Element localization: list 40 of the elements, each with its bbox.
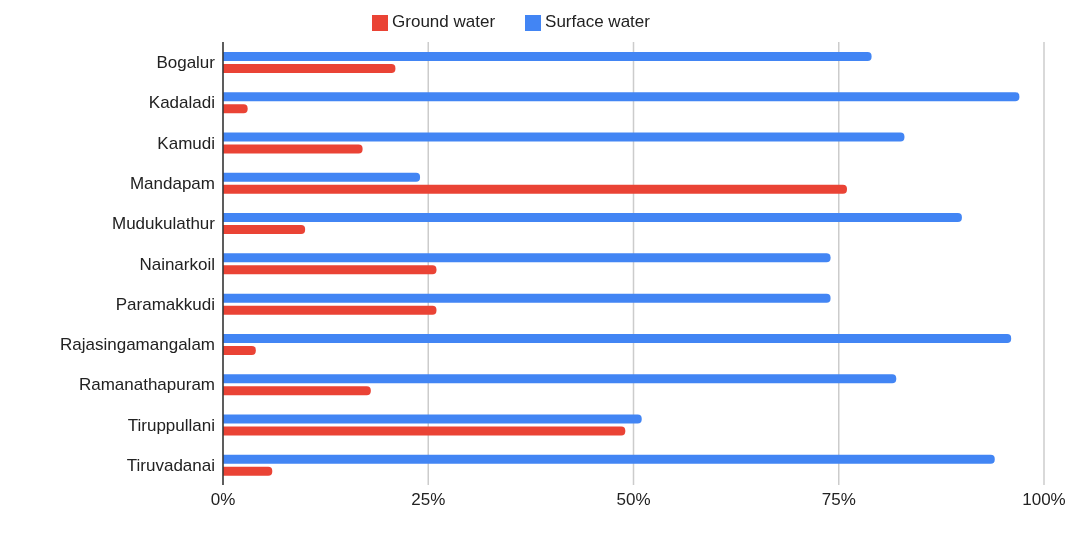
bar (223, 386, 371, 396)
y-tick-label: Ramanathapuram (78, 375, 215, 395)
bar (223, 293, 831, 303)
y-tick-label: Bogalur (156, 53, 216, 73)
legend-label: Surface water (545, 12, 650, 31)
x-tick-label: 75% (821, 490, 856, 510)
x-tick-label: 25% (411, 490, 446, 510)
x-tick-label: 50% (616, 490, 651, 510)
bar (223, 52, 872, 61)
bar (223, 305, 437, 315)
y-tick-label: Tiruvadanai (126, 455, 215, 475)
bar (223, 225, 306, 235)
bar (223, 466, 273, 476)
bar (223, 144, 363, 154)
bar (223, 265, 437, 275)
x-tick-label: 0% (210, 490, 236, 510)
bar (223, 454, 995, 464)
bar (223, 64, 396, 73)
bar (223, 333, 1012, 343)
y-tick-label: Paramakkudi (115, 294, 215, 314)
y-tick-label: Tiruppullani (127, 415, 215, 435)
bar (223, 345, 256, 355)
bar (223, 132, 905, 142)
x-tick-label: 100% (1022, 490, 1066, 510)
bar (223, 213, 962, 223)
bar (223, 184, 847, 194)
bar (223, 426, 626, 436)
bar (223, 414, 642, 424)
y-tick-label: Mudukulathur (111, 214, 216, 234)
bar (223, 104, 248, 114)
bar (223, 374, 897, 384)
y-tick-label: Mandapam (129, 173, 215, 193)
y-tick-label: Nainarkoil (139, 254, 215, 274)
y-tick-label: Rajasingamangalam (60, 335, 215, 355)
bar (223, 172, 421, 182)
y-tick-label: Kadaladi (148, 93, 215, 113)
y-tick-label: Kamudi (157, 133, 215, 153)
legend-label: Ground water (392, 12, 496, 31)
bar (223, 253, 831, 263)
bar (223, 92, 1020, 102)
